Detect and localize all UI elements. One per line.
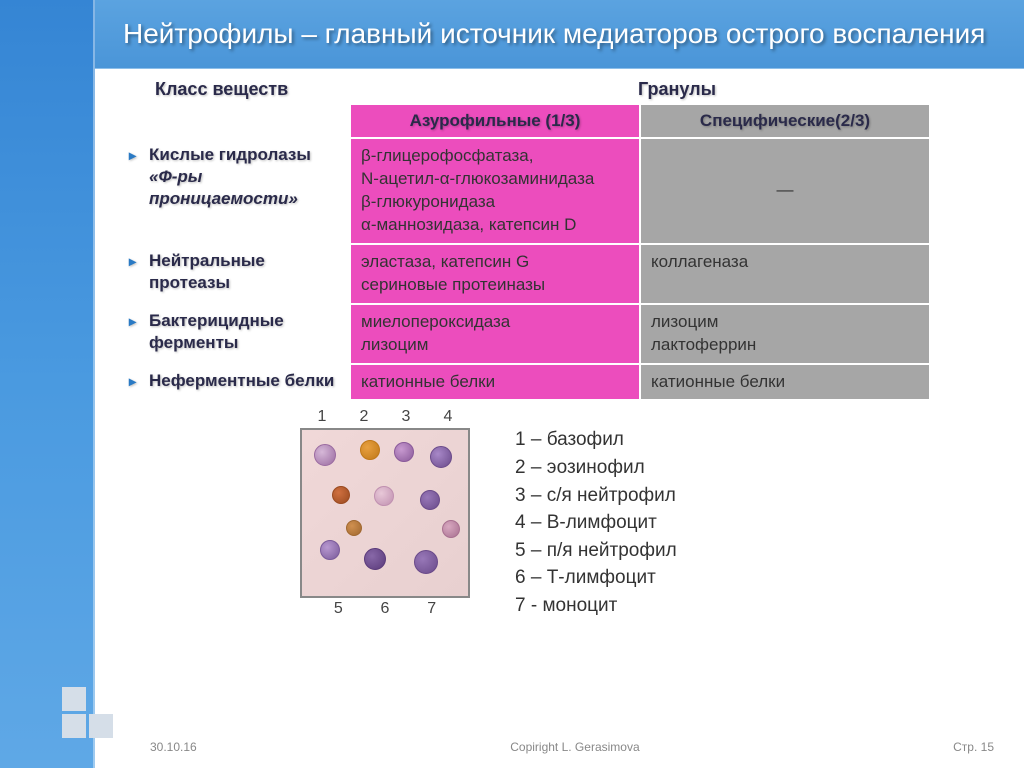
footer-page: Стр. 15 — [953, 740, 994, 754]
figure-number: 4 — [444, 408, 453, 426]
footer-copyright: Copiright L. Gerasimova — [510, 740, 639, 754]
cell-blob — [314, 444, 336, 466]
cell-blob — [430, 446, 452, 468]
cell-specific: — — [640, 138, 930, 244]
legend-item: 7 - моноцит — [515, 592, 677, 620]
granules-table: Азурофильные (1/3) Специфические(2/3) Ки… — [115, 104, 1004, 400]
cell-specific: катионные белки — [640, 364, 930, 401]
slide-sidebar — [0, 0, 95, 768]
bottom-figure-region: 1 2 3 4 5 6 7 1 – базофил2 – эозинофил3 – с/я… — [115, 408, 1004, 619]
cell-legend: 1 – базофил2 – эозинофил3 – с/я нейтрофи… — [475, 408, 677, 619]
table-row: Нейтральные протеазыэластаза, катепсин G… — [115, 244, 1004, 304]
legend-item: 4 – В-лимфоцит — [515, 509, 677, 537]
table-row: Бактерицидные ферментымиелопероксидазали… — [115, 304, 1004, 364]
cell-azurophilic: миелопероксидазализоцим — [350, 304, 640, 364]
col-header-specific: Специфические(2/3) — [640, 104, 930, 138]
row-label: Бактерицидные ферменты — [115, 304, 350, 364]
figure-number: 7 — [427, 600, 436, 618]
figure-number: 6 — [381, 600, 390, 618]
header-granules: Гранулы — [350, 79, 1004, 100]
legend-item: 2 – эозинофил — [515, 454, 677, 482]
corner-decor — [62, 687, 113, 738]
legend-item: 3 – с/я нейтрофил — [515, 482, 677, 510]
row-label: Нейтральные протеазы — [115, 244, 350, 304]
cell-blob — [442, 520, 460, 538]
blood-cells-image — [300, 428, 470, 598]
cell-blob — [414, 550, 438, 574]
row-label: Неферментные белки — [115, 364, 350, 401]
row-label: Кислые гидролазы«Ф-ры проницаемости» — [115, 138, 350, 244]
footer-date: 30.10.16 — [150, 740, 197, 754]
figure-number: 5 — [334, 600, 343, 618]
legend-item: 1 – базофил — [515, 426, 677, 454]
cell-blob — [320, 540, 340, 560]
figure-number: 2 — [360, 408, 369, 426]
legend-item: 5 – п/я нейтрофил — [515, 537, 677, 565]
cell-azurophilic: катионные белки — [350, 364, 640, 401]
header-class: Класс веществ — [155, 79, 350, 100]
table-row: Неферментные белкикатионные белкикатионн… — [115, 364, 1004, 401]
cell-blob — [364, 548, 386, 570]
microscope-figure: 1 2 3 4 5 6 7 — [295, 408, 475, 619]
slide-footer: 30.10.16 Copiright L. Gerasimova Стр. 15 — [150, 740, 994, 754]
figure-number: 1 — [318, 408, 327, 426]
slide-content: Нейтрофилы – главный источник медиаторов… — [95, 0, 1024, 768]
cell-azurophilic: β-глицерофосфатаза,N-ацетил-α-глюкозамин… — [350, 138, 640, 244]
cell-blob — [332, 486, 350, 504]
cell-blob — [374, 486, 394, 506]
col-header-azurophilic: Азурофильные (1/3) — [350, 104, 640, 138]
cell-blob — [346, 520, 362, 536]
figure-number: 3 — [402, 408, 411, 426]
main-region: Класс веществ Гранулы Азурофильные (1/3)… — [95, 69, 1024, 619]
cell-specific: коллагеназа — [640, 244, 930, 304]
cell-blob — [394, 442, 414, 462]
cell-blob — [360, 440, 380, 460]
table-row: Кислые гидролазы«Ф-ры проницаемости»β-гл… — [115, 138, 1004, 244]
cell-specific: лизоцимлактоферрин — [640, 304, 930, 364]
cell-blob — [420, 490, 440, 510]
legend-item: 6 – Т-лимфоцит — [515, 564, 677, 592]
slide-title: Нейтрофилы – главный источник медиаторов… — [95, 0, 1024, 69]
cell-azurophilic: эластаза, катепсин Gсериновые протеиназы — [350, 244, 640, 304]
